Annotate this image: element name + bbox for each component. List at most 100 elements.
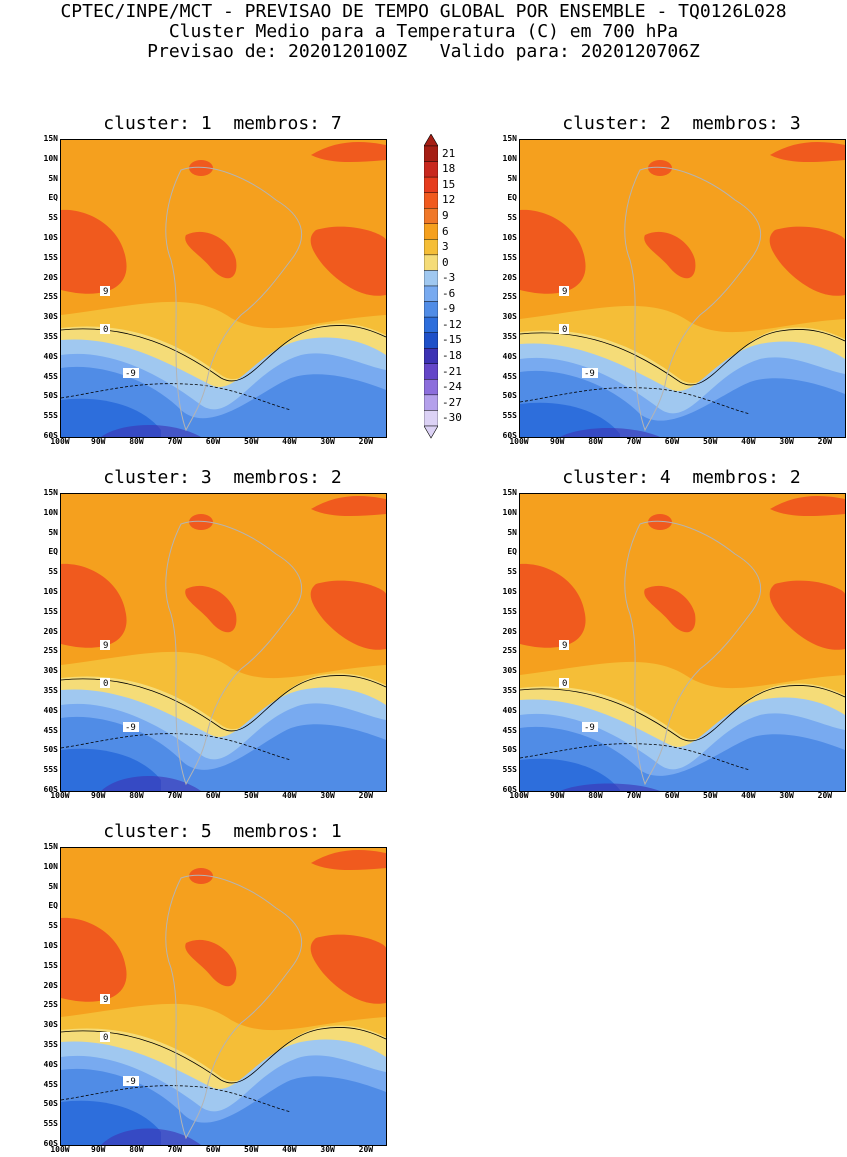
lon-tick-label: 80W: [129, 1145, 144, 1154]
lat-tick-label: 25S: [43, 646, 58, 656]
colorbar-swatch: [424, 161, 438, 178]
lat-tick-label: 5N: [507, 173, 517, 183]
lat-tick-label: 50S: [43, 745, 58, 755]
svg-text:-9: -9: [125, 369, 136, 379]
lat-tick-label: 30S: [502, 666, 517, 676]
contour-label-minus-9: -9: [123, 722, 139, 733]
contour-label-9: 9: [559, 286, 569, 297]
lon-tick-label: 80W: [129, 791, 144, 800]
lon-tick-label: 50W: [243, 791, 259, 800]
lat-tick-label: 30S: [43, 666, 58, 676]
lon-tick-label: 100W: [509, 791, 529, 800]
colorbar-swatch: [424, 379, 438, 396]
lat-tick-label: 20S: [43, 980, 58, 990]
lat-tick-label: 55S: [502, 411, 517, 421]
lat-tick-label: 10S: [43, 233, 58, 242]
lon-tick-label: 50W: [243, 437, 259, 446]
lat-tick-label: 25S: [43, 1000, 58, 1010]
colorbar-label: 0: [442, 255, 449, 269]
lon-tick-label: 20W: [358, 791, 374, 800]
panel-title: cluster: 4 membros: 2: [562, 467, 801, 488]
lat-tick-label: EQ: [48, 193, 58, 203]
lat-tick-label: 35S: [502, 332, 517, 341]
lon-tick-label: 40W: [282, 1145, 297, 1154]
colorbar-swatch: [424, 176, 438, 193]
lat-tick-label: 50S: [43, 1099, 58, 1109]
lon-tick-label: 100W: [50, 437, 70, 446]
lon-tick-label: 60W: [205, 437, 221, 446]
colorbar-label: -15: [442, 333, 462, 347]
colorbar-swatch: [424, 285, 438, 302]
lon-tick-label: 30W: [779, 437, 794, 446]
lon-tick-label: 70W: [167, 1145, 182, 1154]
lon-tick-label: 70W: [167, 791, 182, 800]
lat-tick-label: 55S: [43, 1119, 58, 1129]
lat-tick-label: 50S: [502, 391, 517, 401]
temperature-map: 9 0 -9: [519, 139, 846, 438]
panel-title: cluster: 1 membros: 7: [103, 113, 342, 134]
lat-tick-label: 5S: [48, 921, 58, 931]
lat-tick-label: 45S: [43, 725, 58, 735]
lon-tick-label: 30W: [320, 791, 335, 800]
lat-tick-label: EQ: [507, 547, 517, 557]
temperature-map: 9 0 -9: [60, 139, 387, 438]
svg-text:-9: -9: [584, 723, 595, 733]
lat-tick-label: 5S: [507, 213, 517, 223]
lat-tick-label: 5N: [48, 881, 58, 891]
lat-tick-label: 35S: [43, 686, 58, 695]
colorbar-swatch: [424, 254, 438, 271]
lat-tick-label: EQ: [48, 901, 58, 911]
lon-tick-label: 20W: [358, 437, 374, 446]
lat-tick-label: 40S: [502, 705, 517, 715]
lat-tick-label: 60S: [502, 431, 517, 440]
header-line-2: Cluster Medio para a Temperatura (C) em …: [168, 21, 679, 42]
lat-tick-label: 25S: [502, 292, 517, 302]
lat-tick-label: 15N: [502, 488, 517, 497]
lon-tick-label: 30W: [320, 1145, 335, 1154]
lat-tick-label: 5N: [507, 527, 517, 537]
lat-tick-label: 40S: [43, 351, 58, 361]
lon-tick-label: 50W: [243, 1145, 259, 1154]
colorbar-swatch: [424, 208, 438, 224]
lat-tick-label: 25S: [502, 646, 517, 656]
lat-tick-label: 5S: [507, 567, 517, 577]
colorbar-label: -18: [442, 349, 462, 362]
lon-tick-label: 60W: [664, 437, 680, 446]
svg-text:0: 0: [103, 325, 108, 335]
lat-tick-label: 50S: [502, 745, 517, 755]
lat-tick-label: 10S: [43, 587, 58, 596]
contour-label-minus-9: -9: [123, 1076, 139, 1087]
lat-tick-label: 55S: [43, 411, 58, 421]
lat-tick-label: 35S: [43, 332, 58, 341]
colorbar-label: 15: [442, 177, 456, 191]
svg-text:0: 0: [562, 679, 567, 689]
lat-tick-label: 45S: [502, 371, 517, 381]
lat-tick-label: 20S: [43, 626, 58, 636]
svg-text:9: 9: [103, 641, 108, 651]
colorbar-top-arrow: [424, 134, 438, 147]
temperature-map: 9 0 -9: [519, 493, 846, 792]
contour-label-0: 0: [100, 1032, 110, 1043]
lat-tick-label: 15S: [502, 252, 517, 262]
colorbar-swatch: [424, 192, 438, 209]
colorbar-label: 9: [442, 209, 449, 222]
lat-tick-label: EQ: [48, 547, 58, 557]
colorbar-label: -3: [442, 271, 456, 285]
panel-title: cluster: 3 membros: 2: [103, 467, 342, 488]
contour-label-9: 9: [100, 994, 110, 1005]
lon-tick-label: 90W: [550, 437, 565, 446]
contour-label-9: 9: [559, 640, 569, 651]
panel-title: cluster: 5 membros: 1: [103, 821, 342, 842]
svg-text:-9: -9: [584, 369, 595, 379]
lon-tick-label: 40W: [741, 437, 756, 446]
lat-tick-label: 55S: [502, 765, 517, 775]
lon-tick-label: 90W: [91, 791, 106, 800]
lat-tick-label: 35S: [43, 1040, 58, 1049]
lat-tick-label: 10N: [43, 507, 58, 517]
contour-label-minus-9: -9: [582, 722, 598, 733]
lon-tick-label: 30W: [779, 791, 794, 800]
contour-label-minus-9: -9: [582, 368, 598, 379]
lat-tick-label: 10N: [43, 153, 58, 163]
colorbar-label: -9: [442, 302, 456, 316]
lon-tick-label: 60W: [205, 1145, 221, 1154]
